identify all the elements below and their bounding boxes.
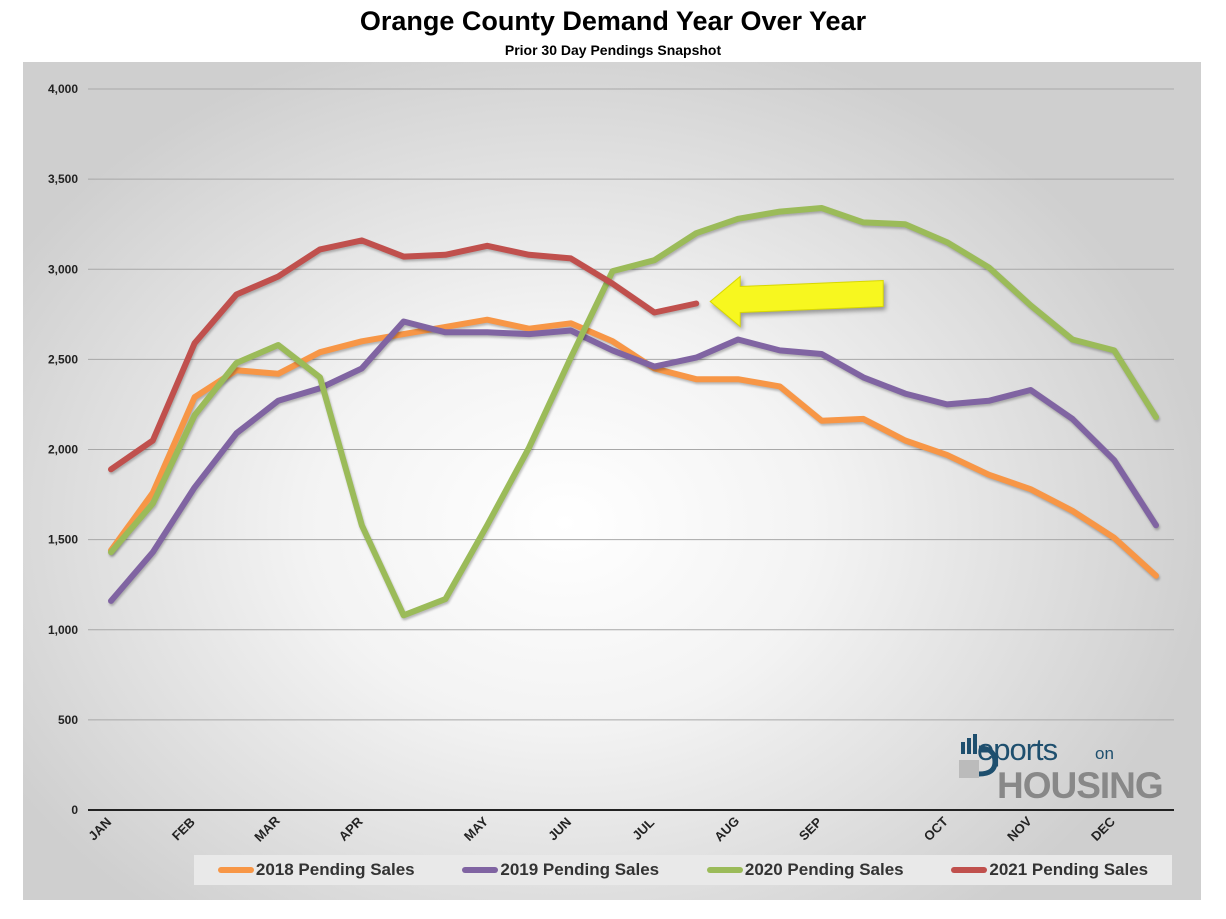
logo-housing-text: HOUSING (997, 765, 1164, 806)
legend-item: 2020 Pending Sales (706, 860, 904, 880)
y-tick-label: 3,000 (48, 262, 78, 276)
series-line-2019 (108, 318, 1159, 604)
y-tick-label: 4,000 (48, 82, 78, 96)
x-tick-label: DEC (1088, 813, 1118, 843)
y-tick-label: 2,000 (48, 443, 78, 457)
annotation-arrow (709, 275, 884, 328)
logo-on-text: on (1095, 744, 1114, 763)
x-tick-label: SEP (796, 814, 825, 843)
series-line-2021 (108, 237, 700, 473)
legend-label: 2019 Pending Sales (500, 860, 660, 879)
series-line-2020 (108, 205, 1159, 619)
x-tick-label: APR (336, 813, 366, 843)
series-line-2018 (108, 316, 1159, 579)
x-tick-label: JUL (629, 815, 657, 843)
legend: 2018 Pending Sales 2019 Pending Sales 2020… (194, 855, 1172, 885)
x-tick-label: NOV (1004, 813, 1035, 844)
legend-swatch (951, 867, 988, 873)
x-tick-label: JUN (545, 814, 574, 843)
yellow-arrow (709, 275, 884, 328)
x-tick-label: MAY (461, 813, 491, 843)
legend-item: 2021 Pending Sales (951, 860, 1148, 880)
chart-subtitle: Prior 30 Day Pendings Snapshot (504, 42, 722, 58)
x-tick-label: MAR (251, 813, 283, 845)
legend-label: 2018 Pending Sales (255, 860, 415, 879)
y-tick-label: 1,500 (48, 533, 78, 547)
chart-title: Orange County Demand Year Over Year (359, 6, 867, 36)
y-tick-label: 3,500 (48, 172, 78, 186)
legend-swatch (217, 867, 254, 873)
y-tick-label: 500 (58, 713, 78, 727)
logo-mark-icon (959, 734, 997, 778)
legend-swatch (462, 867, 499, 873)
x-tick-label: AUG (711, 813, 742, 844)
legend-label: 2021 Pending Sales (989, 860, 1149, 879)
legend-item: 2019 Pending Sales (462, 860, 659, 880)
y-tick-label: 2,500 (48, 352, 78, 366)
series-lines (108, 205, 1159, 619)
logo-reports-text: eports (977, 732, 1058, 767)
y-axis-labels: 0 500 1,000 1,500 2,000 2,500 3,000 3,500 4,000 (48, 82, 78, 817)
y-tick-label: 0 (71, 803, 78, 817)
x-tick-label: OCT (921, 814, 951, 844)
reports-on-housing-logo: eports on HOUSING (955, 732, 1165, 806)
x-tick-label: JAN (85, 814, 114, 843)
x-axis-labels: JAN FEB MAR APR MAY JUN JUL AUG SEP OCT NOV DEC (85, 813, 1118, 845)
legend-item: 2018 Pending Sales (217, 860, 415, 880)
x-tick-label: FEB (169, 814, 198, 843)
legend-label: 2020 Pending Sales (744, 860, 904, 879)
y-tick-label: 1,000 (48, 623, 78, 637)
legend-swatch (706, 867, 743, 873)
gridlines (88, 88, 1174, 811)
